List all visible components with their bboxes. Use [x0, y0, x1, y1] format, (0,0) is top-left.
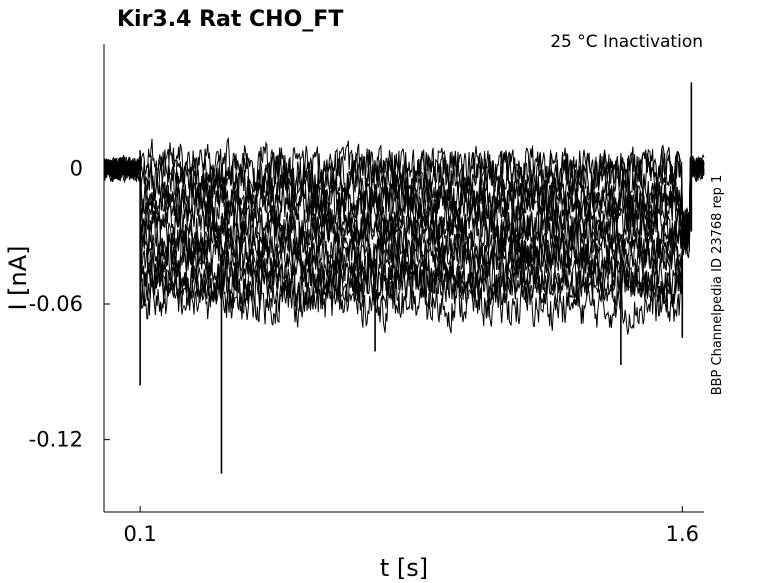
current-trace	[103, 157, 705, 280]
y-tick-label: -0.12	[29, 428, 83, 452]
side-label: BBP Channelpedia ID 23768 rep 1	[710, 175, 725, 396]
condition-label: 25 °C Inactivation	[550, 32, 703, 52]
y-ticks: 0 -0.06 -0.12	[29, 156, 110, 452]
y-tick-label: -0.06	[29, 292, 83, 316]
current-trace	[103, 157, 705, 335]
x-tick-label: 1.6	[666, 522, 699, 546]
current-trace	[103, 157, 705, 250]
x-axis-label: t [s]	[380, 554, 428, 582]
x-ticks: 0.1 1.6	[123, 506, 699, 546]
current-trace	[103, 159, 705, 314]
current-trace	[103, 156, 705, 247]
current-trace	[103, 158, 705, 307]
y-axis-label: I [nA]	[4, 245, 32, 310]
chart-title: Kir3.4 Rat CHO_FT	[117, 7, 343, 32]
y-tick-label: 0	[70, 156, 83, 180]
current-trace	[103, 158, 705, 240]
x-tick-label: 0.1	[123, 522, 156, 546]
current-traces	[103, 82, 705, 474]
